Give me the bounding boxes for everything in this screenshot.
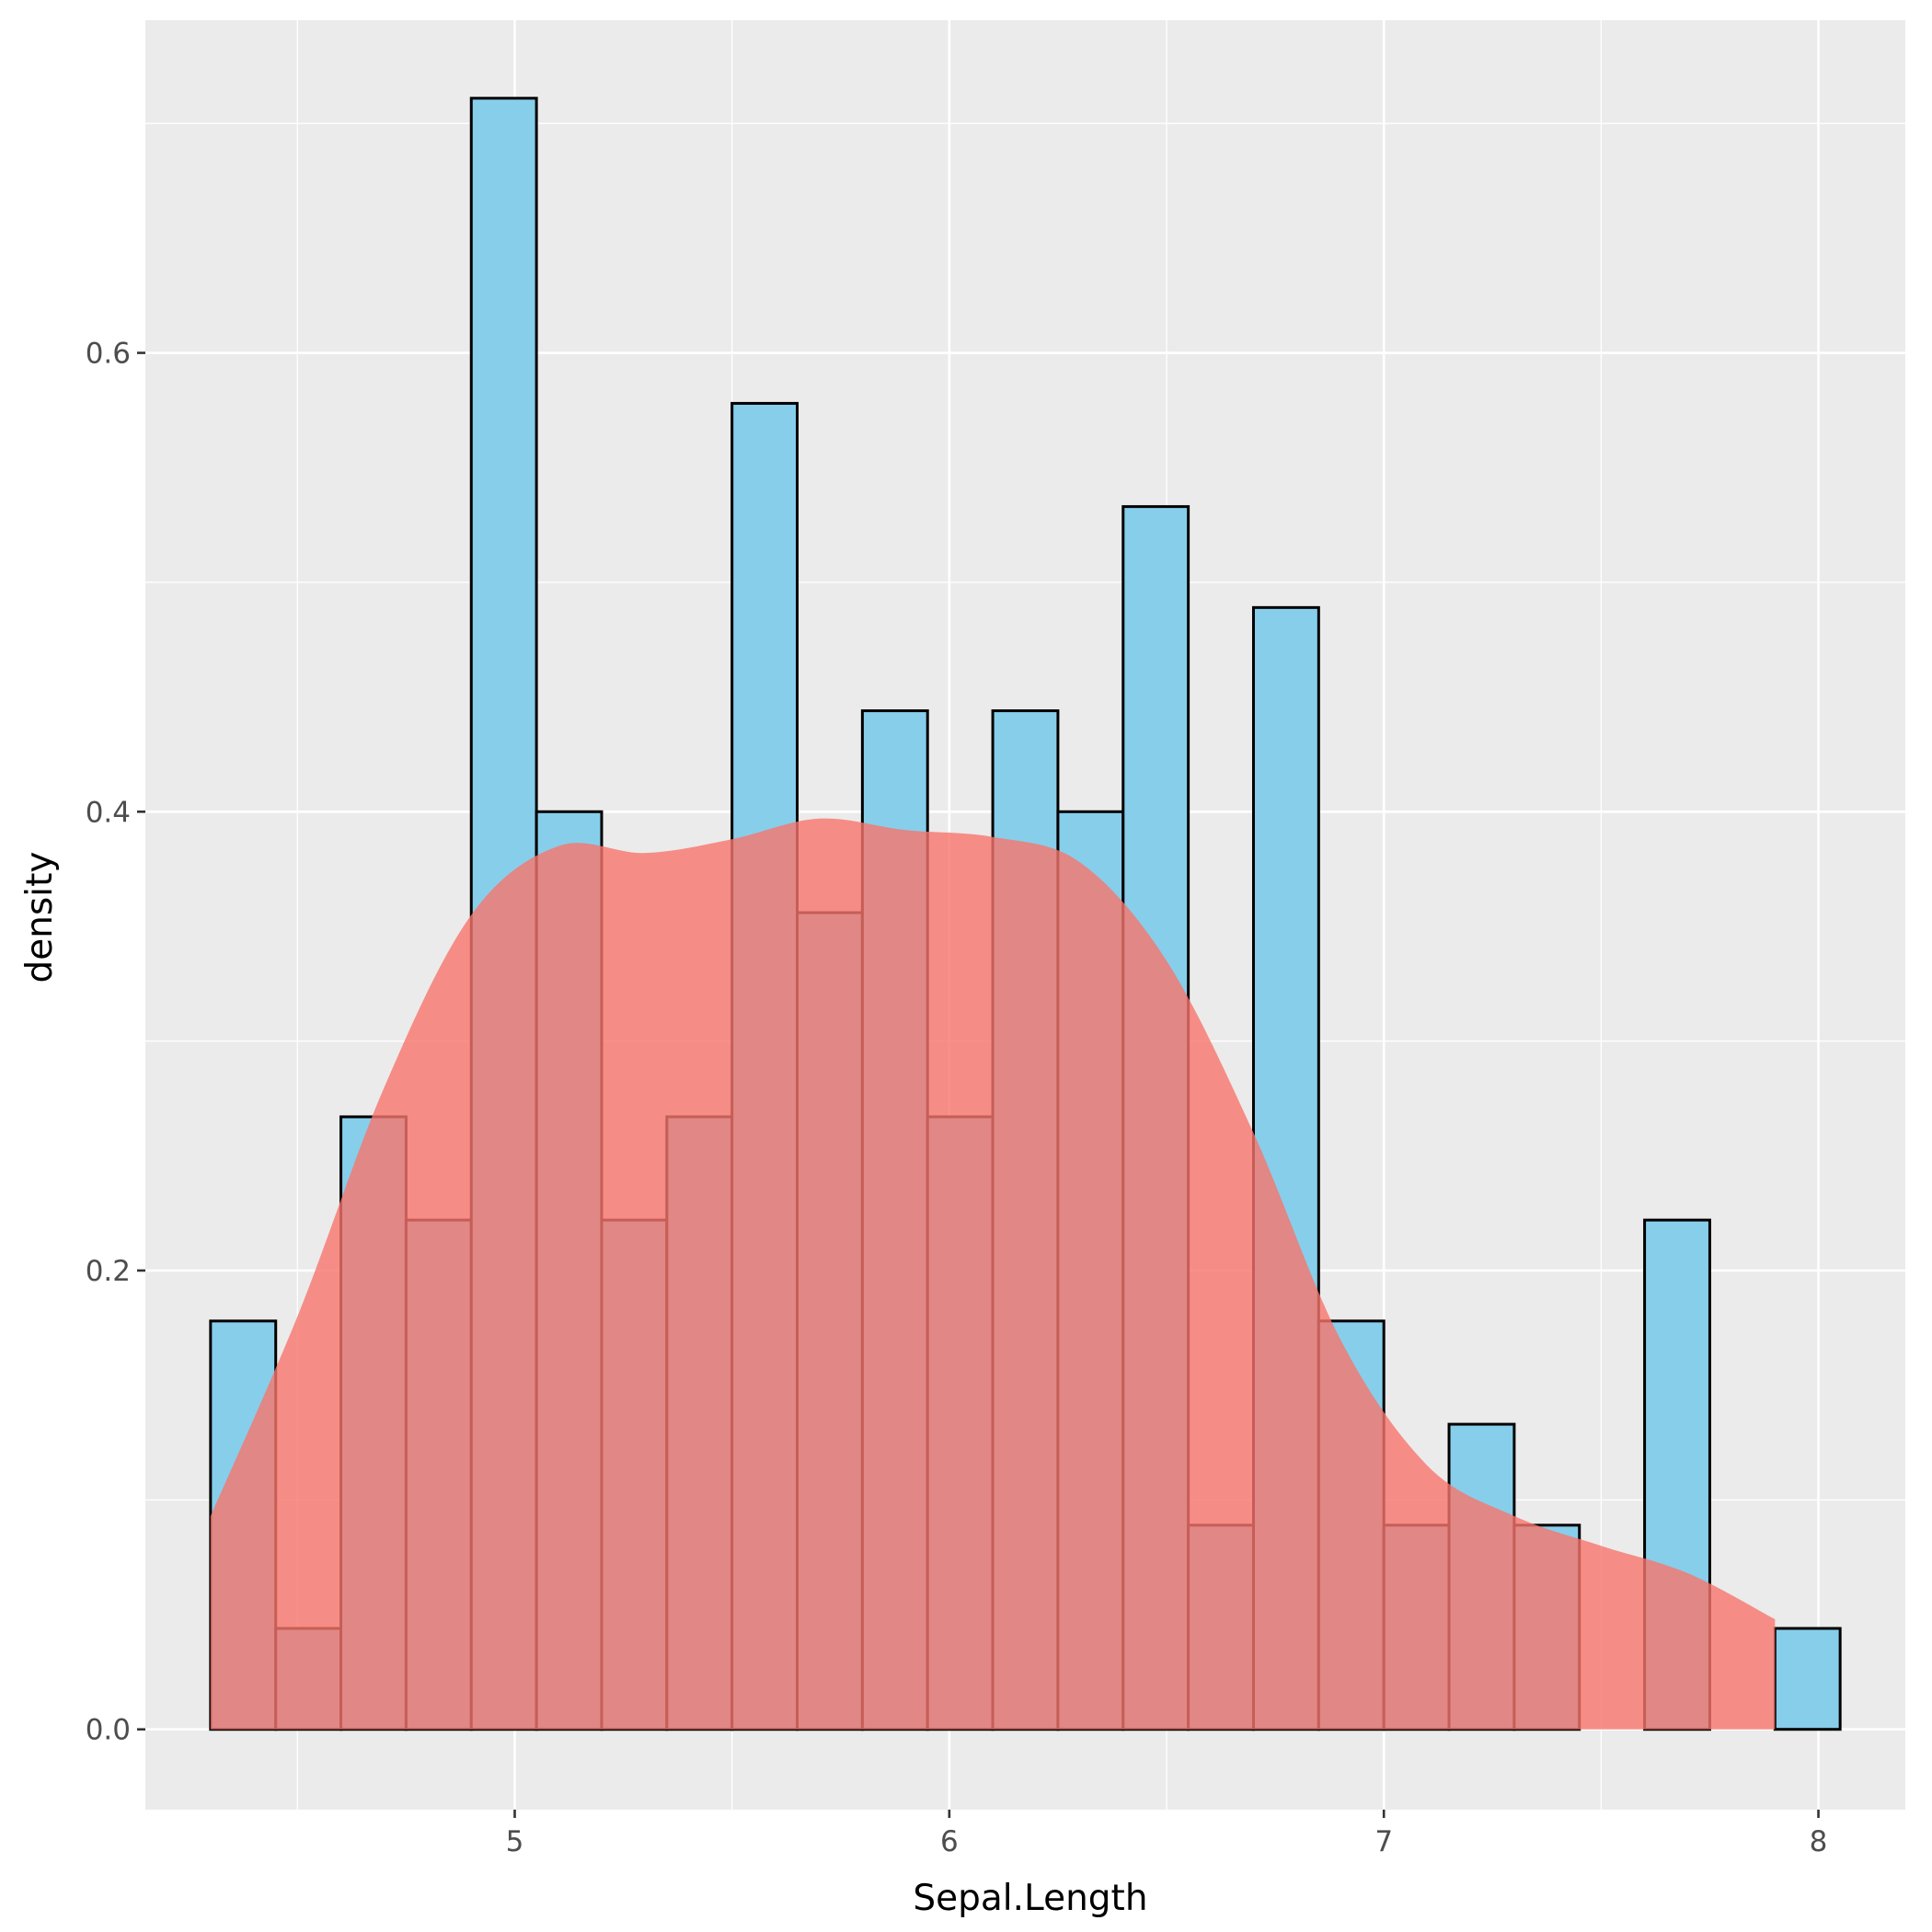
x-tick-label: 6: [940, 1825, 959, 1858]
x-axis-title: Sepal.Length: [913, 1878, 1147, 1919]
histogram-bar: [1773, 1627, 1842, 1731]
x-tick-label: 7: [1374, 1825, 1393, 1858]
y-axis: 0.0 0.2 0.4 0.6: [86, 338, 145, 1747]
y-tick-label: 0.6: [86, 338, 131, 371]
x-tick-label: 8: [1810, 1825, 1828, 1858]
density-curve-area: [210, 818, 1776, 1730]
y-tick-label: 0.2: [86, 1255, 131, 1288]
y-tick-label: 0.0: [86, 1714, 131, 1747]
x-tick-label: 5: [506, 1825, 524, 1858]
x-axis: 5 6 7 8: [506, 1810, 1828, 1858]
y-tick-label: 0.4: [86, 796, 131, 829]
y-axis-title: density: [19, 852, 61, 983]
